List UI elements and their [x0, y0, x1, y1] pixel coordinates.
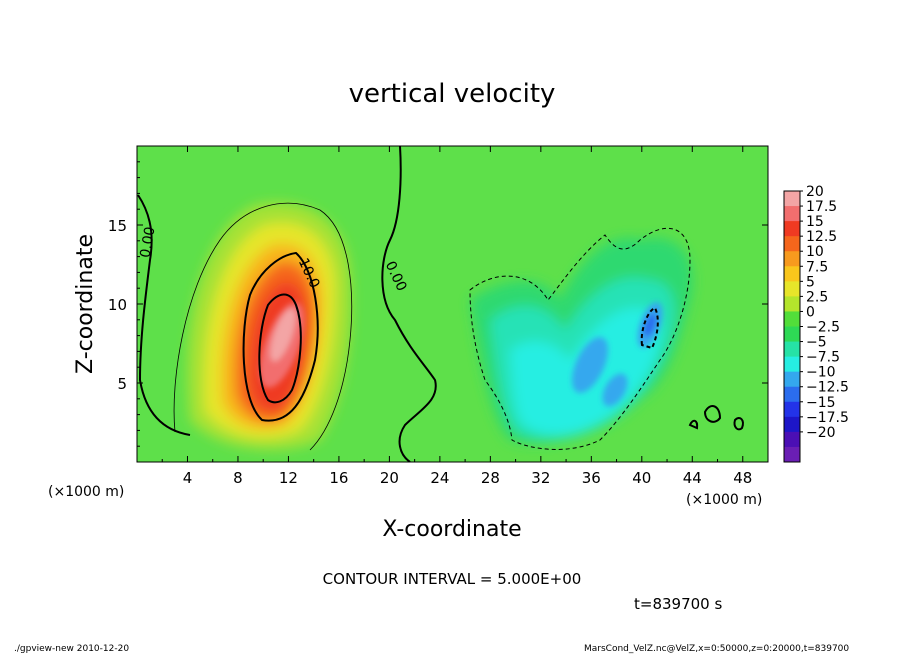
colorbar-swatch: [784, 401, 800, 418]
colorbar-swatch: [784, 311, 800, 327]
colorbar-label: −7.5: [806, 350, 840, 366]
x-tick-label: 40: [632, 469, 651, 487]
contour-lines: [137, 146, 744, 462]
colorbar-swatch: [784, 206, 800, 222]
downdraft-core: [572, 302, 663, 407]
y-axis-label: Z-coordinate: [73, 234, 98, 374]
colorbar-swatch: [784, 431, 800, 448]
x-tick-label: 36: [582, 469, 601, 487]
colorbar-label: 20: [806, 184, 824, 200]
x-tick-label: 4: [183, 469, 193, 487]
x-tick-label: 8: [233, 469, 243, 487]
x-tick-label: 24: [430, 469, 449, 487]
colorbar-label: −10: [806, 365, 836, 381]
x-unit-left: (×1000 m): [48, 484, 124, 500]
y-tick-label: 10: [108, 296, 127, 314]
colorbar-label: −17.5: [806, 410, 849, 426]
x-tick-label: 12: [279, 469, 298, 487]
contour-label-left: 0.00: [137, 226, 158, 259]
colorbar-swatch: [784, 191, 800, 207]
y-axis: 5 10 15: [108, 161, 768, 447]
colorbar-label: 15: [806, 214, 824, 230]
x-tick-label: 48: [733, 469, 752, 487]
contour-15: [258, 293, 302, 404]
updraft-core: [259, 302, 305, 388]
contour-5: [173, 202, 353, 451]
time-label: t=839700 s: [634, 595, 722, 613]
x-tick-label: 28: [481, 469, 500, 487]
colorbar-swatch: [784, 356, 800, 373]
colorbar-label: −20: [806, 425, 836, 441]
y-tick-label: 15: [108, 217, 127, 235]
colorbar-label: 5: [806, 274, 815, 290]
colorbar-swatch: [784, 341, 800, 358]
colorbar-swatch: [784, 446, 800, 463]
colorbar-swatch: [784, 371, 800, 388]
colorbar-swatch: [784, 266, 800, 282]
colorbar-swatch: [784, 416, 800, 433]
colorbar-label: −15: [806, 395, 836, 411]
contour-zero-blob2: [688, 419, 699, 430]
colorbar-label: −12.5: [806, 380, 849, 396]
colorbar-label: 7.5: [806, 259, 828, 275]
x-axis-label: X-coordinate: [382, 517, 521, 542]
contour-zero-blob3: [733, 417, 744, 431]
x-tick-label: 20: [380, 469, 399, 487]
contour-neg10: [640, 306, 659, 350]
heatmap-field: 0.00 10.0 0.00: [137, 146, 768, 462]
colorbar-swatch: [784, 221, 800, 237]
colorbar-label: 10: [806, 244, 824, 260]
colorbar-label: 12.5: [806, 229, 837, 245]
footer-right: MarsCond_VelZ.nc@VelZ,x=0:50000,z=0:2000…: [584, 644, 849, 654]
footer-left: ./gpview-new 2010-12-20: [14, 644, 129, 654]
x-unit-right: (×1000 m): [686, 492, 762, 508]
x-tick-label: 32: [531, 469, 550, 487]
downdraft-shading: [470, 238, 693, 444]
colorbar-swatch: [784, 281, 800, 297]
x-tick-label: 44: [683, 469, 702, 487]
contour-zero-left: [137, 194, 191, 436]
colorbar-label: 17.5: [806, 199, 837, 215]
colorbar-label: −5: [806, 335, 827, 351]
contour-neg5: [469, 227, 691, 450]
contour-10: [242, 251, 319, 422]
chart-title: vertical velocity: [349, 79, 556, 109]
contour-interval: CONTOUR INTERVAL = 5.000E+00: [323, 570, 582, 588]
x-tick-label: 16: [329, 469, 348, 487]
colorbar-swatch: [784, 326, 800, 343]
colorbar-label: 2.5: [806, 289, 828, 305]
colorbar-swatch: [784, 251, 800, 267]
colorbar-swatch: [784, 236, 800, 252]
contour-zero-blob: [703, 405, 722, 423]
colorbar-label: −2.5: [806, 320, 840, 336]
contour-zero-mid: [381, 146, 437, 462]
colorbar-swatch: [784, 296, 800, 312]
colorbar-label: 0: [806, 304, 815, 320]
x-axis: 4 8 12 16 20 24 28 32 36 40 44 48: [161, 146, 752, 487]
colorbar-swatch: [784, 386, 800, 403]
colorbar: 2017.51512.5107.552.50−2.5−5−7.5−10−12.5…: [783, 184, 849, 463]
y-tick-label: 5: [117, 375, 127, 393]
